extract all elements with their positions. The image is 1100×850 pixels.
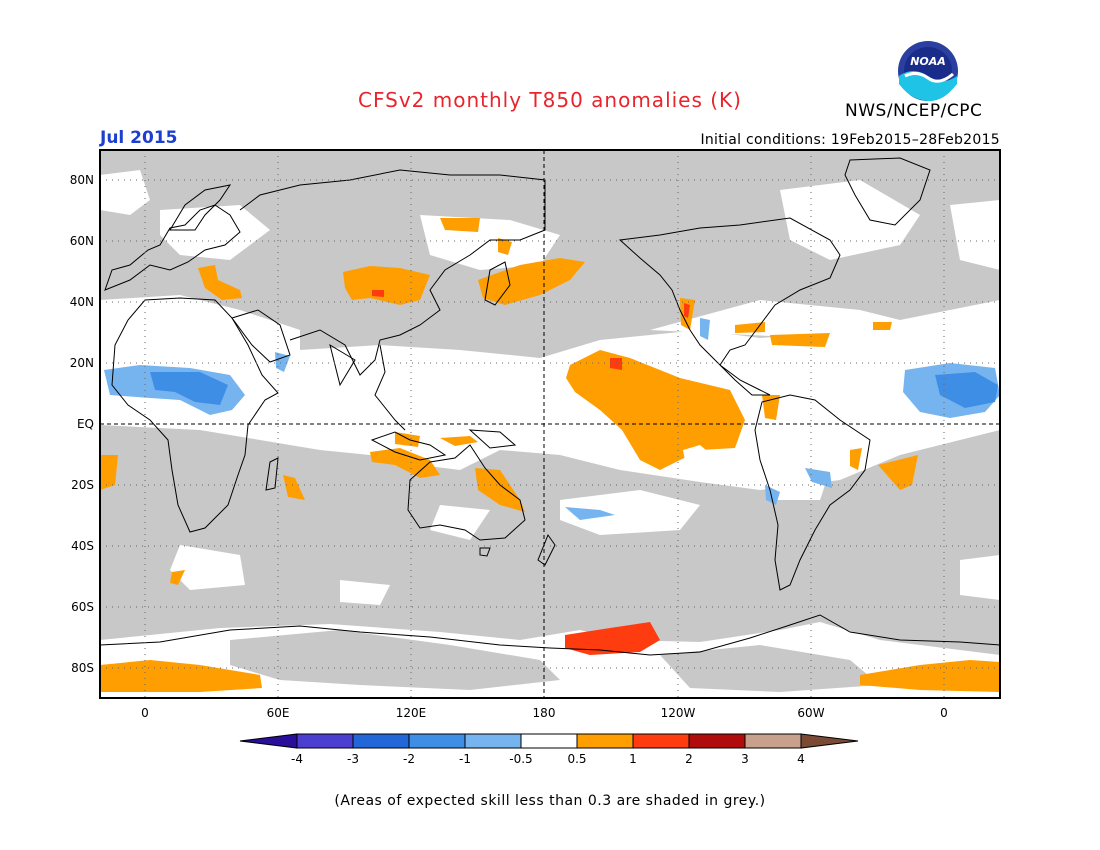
agency-label: NWS/NCEP/CPC	[845, 101, 983, 121]
lon-label: 120W	[660, 706, 696, 720]
colorbar-segment	[520, 733, 578, 749]
lon-label: 60W	[797, 706, 825, 720]
lat-label: 60N	[69, 234, 94, 248]
colorbar-segment	[688, 733, 746, 749]
lon-label: 0	[141, 706, 149, 720]
colorbar-label: 0.5	[567, 752, 587, 766]
colorbar	[239, 733, 859, 749]
lat-label: 20S	[71, 478, 94, 492]
negative-anomalies	[104, 318, 1000, 520]
colorbar-segment	[352, 733, 410, 749]
lon-label: 60E	[266, 706, 290, 720]
lat-label: 80N	[69, 173, 94, 187]
lat-label: 80S	[71, 661, 94, 675]
colorbar-label: -0.5	[509, 752, 533, 766]
coastlines	[100, 157, 1000, 656]
lon-label: 120E	[395, 706, 427, 720]
lat-label: 40S	[71, 539, 94, 553]
colorbar-label: -4	[291, 752, 303, 766]
forecast-month: Jul 2015	[100, 128, 178, 148]
noaa-logo: NOAA	[898, 41, 958, 102]
colorbar-segment	[296, 733, 354, 749]
lon-label: 180	[532, 706, 556, 720]
colorbar-segment	[408, 733, 466, 749]
colorbar-label: -1	[459, 752, 471, 766]
positive-anomalies	[100, 218, 1000, 692]
colorbar-label: 3	[741, 752, 749, 766]
colorbar-label: 4	[797, 752, 805, 766]
colorbar-label: -2	[403, 752, 415, 766]
map-frame	[99, 149, 1001, 699]
colorbar-segment	[744, 733, 802, 749]
map-title: CFSv2 monthly T850 anomalies (K)	[358, 88, 742, 112]
colorbar-segment-gt-4	[800, 733, 859, 749]
colorbar-segment	[576, 733, 634, 749]
colorbar-label: -3	[347, 752, 359, 766]
graticule	[100, 150, 1000, 698]
footnote: (Areas of expected skill less than 0.3 a…	[334, 793, 766, 809]
lat-label: EQ	[76, 417, 94, 431]
colorbar-segment	[632, 733, 690, 749]
lat-label: 60S	[71, 600, 94, 614]
logo-text: NOAA	[910, 55, 946, 68]
colorbar-segment-lt-4	[239, 733, 298, 749]
colorbar-label: 1	[629, 752, 637, 766]
lat-label: 20N	[69, 356, 94, 370]
colorbar-segment	[464, 733, 522, 749]
lon-label: 0	[940, 706, 948, 720]
initial-conditions: Initial conditions: 19Feb2015–28Feb2015	[700, 132, 1000, 148]
colorbar-label: 2	[685, 752, 693, 766]
lat-label: 40N	[69, 295, 94, 309]
